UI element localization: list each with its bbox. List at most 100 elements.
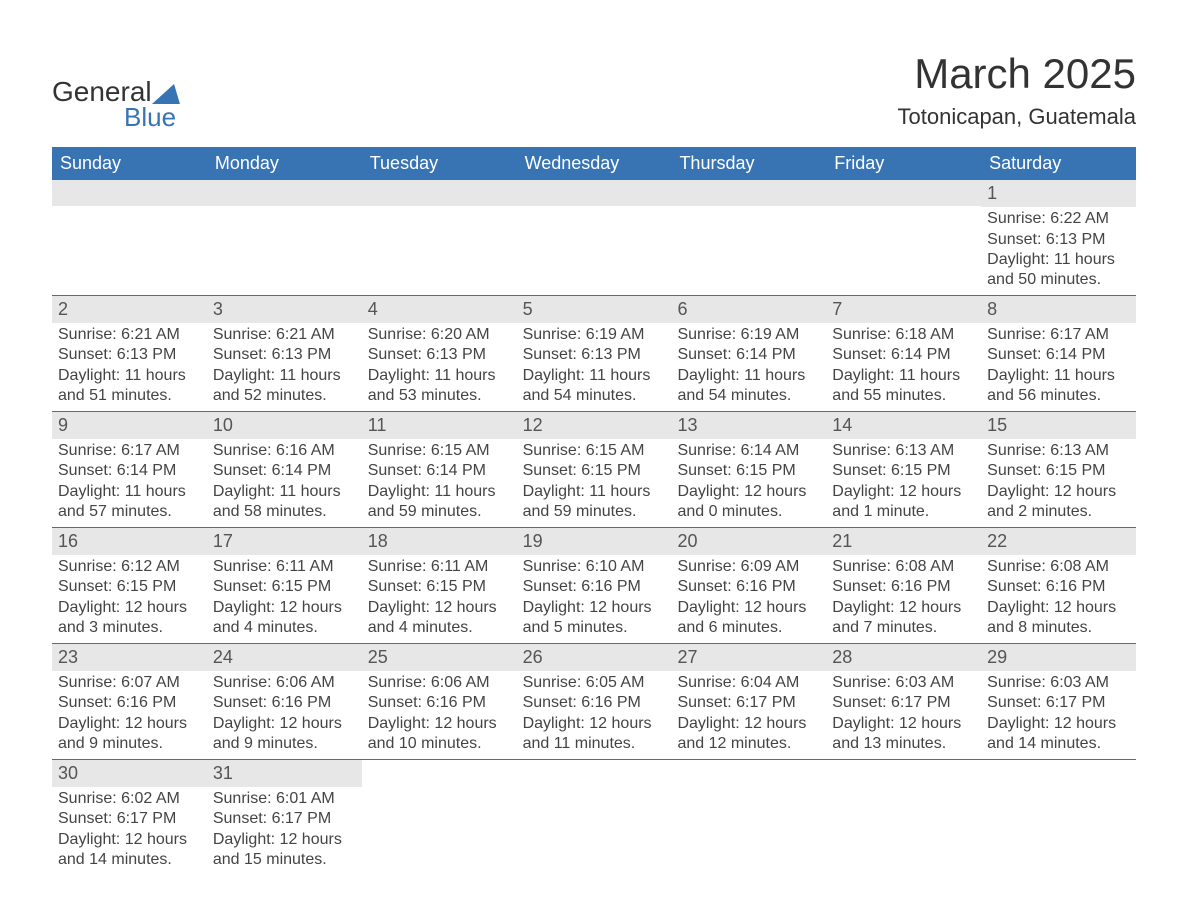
day-details: Sunrise: 6:01 AMSunset: 6:17 PMDaylight:…	[207, 787, 362, 875]
sunrise-line: Sunrise: 6:06 AM	[368, 673, 511, 693]
day-number: 19	[517, 528, 672, 555]
sunset-line: Sunset: 6:17 PM	[58, 809, 201, 829]
daylight-line: Daylight: 11 hours and 56 minutes.	[987, 366, 1130, 407]
calendar-cell	[981, 760, 1136, 875]
daylight-line: Daylight: 11 hours and 50 minutes.	[987, 250, 1130, 291]
sunrise-line: Sunrise: 6:13 AM	[987, 441, 1130, 461]
day-details: Sunrise: 6:19 AMSunset: 6:13 PMDaylight:…	[517, 323, 672, 411]
sunrise-line: Sunrise: 6:04 AM	[677, 673, 820, 693]
sunset-line: Sunset: 6:14 PM	[677, 345, 820, 365]
sunrise-line: Sunrise: 6:15 AM	[523, 441, 666, 461]
daylight-line: Daylight: 11 hours and 54 minutes.	[523, 366, 666, 407]
calendar-cell: 9Sunrise: 6:17 AMSunset: 6:14 PMDaylight…	[52, 412, 207, 527]
sunset-line: Sunset: 6:13 PM	[58, 345, 201, 365]
sunset-line: Sunset: 6:14 PM	[832, 345, 975, 365]
daylight-line: Daylight: 12 hours and 7 minutes.	[832, 598, 975, 639]
sunset-line: Sunset: 6:16 PM	[677, 577, 820, 597]
day-details: Sunrise: 6:17 AMSunset: 6:14 PMDaylight:…	[981, 323, 1136, 411]
day-number-empty	[517, 180, 672, 206]
sunset-line: Sunset: 6:15 PM	[523, 461, 666, 481]
sunrise-line: Sunrise: 6:01 AM	[213, 789, 356, 809]
daylight-line: Daylight: 11 hours and 57 minutes.	[58, 482, 201, 523]
day-details: Sunrise: 6:13 AMSunset: 6:15 PMDaylight:…	[826, 439, 981, 527]
sunset-line: Sunset: 6:14 PM	[368, 461, 511, 481]
calendar-cell: 19Sunrise: 6:10 AMSunset: 6:16 PMDayligh…	[517, 528, 672, 643]
logo: General Blue	[52, 50, 184, 133]
day-details: Sunrise: 6:11 AMSunset: 6:15 PMDaylight:…	[207, 555, 362, 643]
daylight-line: Daylight: 12 hours and 3 minutes.	[58, 598, 201, 639]
title-block: March 2025 Totonicapan, Guatemala	[898, 50, 1137, 130]
daylight-line: Daylight: 12 hours and 2 minutes.	[987, 482, 1130, 523]
calendar-cell	[517, 760, 672, 875]
day-details: Sunrise: 6:13 AMSunset: 6:15 PMDaylight:…	[981, 439, 1136, 527]
calendar-cell: 8Sunrise: 6:17 AMSunset: 6:14 PMDaylight…	[981, 296, 1136, 411]
day-details: Sunrise: 6:21 AMSunset: 6:13 PMDaylight:…	[52, 323, 207, 411]
daylight-line: Daylight: 12 hours and 15 minutes.	[213, 830, 356, 871]
sunset-line: Sunset: 6:14 PM	[58, 461, 201, 481]
daylight-line: Daylight: 11 hours and 59 minutes.	[523, 482, 666, 523]
sunrise-line: Sunrise: 6:07 AM	[58, 673, 201, 693]
calendar-cell: 6Sunrise: 6:19 AMSunset: 6:14 PMDaylight…	[671, 296, 826, 411]
daylight-line: Daylight: 12 hours and 0 minutes.	[677, 482, 820, 523]
daylight-line: Daylight: 12 hours and 14 minutes.	[58, 830, 201, 871]
calendar-cell: 29Sunrise: 6:03 AMSunset: 6:17 PMDayligh…	[981, 644, 1136, 759]
daylight-line: Daylight: 12 hours and 14 minutes.	[987, 714, 1130, 755]
sunset-line: Sunset: 6:16 PM	[213, 693, 356, 713]
calendar-cell	[517, 180, 672, 295]
calendar-row: 23Sunrise: 6:07 AMSunset: 6:16 PMDayligh…	[52, 643, 1136, 759]
day-number: 28	[826, 644, 981, 671]
day-number-empty	[362, 180, 517, 206]
sunrise-line: Sunrise: 6:11 AM	[368, 557, 511, 577]
sunrise-line: Sunrise: 6:17 AM	[58, 441, 201, 461]
day-details: Sunrise: 6:20 AMSunset: 6:13 PMDaylight:…	[362, 323, 517, 411]
calendar-cell: 23Sunrise: 6:07 AMSunset: 6:16 PMDayligh…	[52, 644, 207, 759]
daylight-line: Daylight: 12 hours and 9 minutes.	[213, 714, 356, 755]
day-number: 10	[207, 412, 362, 439]
sunset-line: Sunset: 6:15 PM	[987, 461, 1130, 481]
calendar-cell: 27Sunrise: 6:04 AMSunset: 6:17 PMDayligh…	[671, 644, 826, 759]
sunrise-line: Sunrise: 6:09 AM	[677, 557, 820, 577]
day-details: Sunrise: 6:03 AMSunset: 6:17 PMDaylight:…	[826, 671, 981, 759]
sunrise-line: Sunrise: 6:05 AM	[523, 673, 666, 693]
calendar-cell: 20Sunrise: 6:09 AMSunset: 6:16 PMDayligh…	[671, 528, 826, 643]
calendar-cell: 18Sunrise: 6:11 AMSunset: 6:15 PMDayligh…	[362, 528, 517, 643]
daylight-line: Daylight: 11 hours and 59 minutes.	[368, 482, 511, 523]
day-number-empty	[52, 180, 207, 206]
calendar-cell	[52, 180, 207, 295]
day-details: Sunrise: 6:11 AMSunset: 6:15 PMDaylight:…	[362, 555, 517, 643]
calendar-cell: 4Sunrise: 6:20 AMSunset: 6:13 PMDaylight…	[362, 296, 517, 411]
calendar-cell: 28Sunrise: 6:03 AMSunset: 6:17 PMDayligh…	[826, 644, 981, 759]
day-number-empty	[671, 180, 826, 206]
day-details: Sunrise: 6:09 AMSunset: 6:16 PMDaylight:…	[671, 555, 826, 643]
day-number: 25	[362, 644, 517, 671]
day-number: 7	[826, 296, 981, 323]
day-number-empty	[207, 180, 362, 206]
daylight-line: Daylight: 12 hours and 13 minutes.	[832, 714, 975, 755]
day-number: 13	[671, 412, 826, 439]
sunset-line: Sunset: 6:15 PM	[677, 461, 820, 481]
sunrise-line: Sunrise: 6:03 AM	[832, 673, 975, 693]
calendar-cell: 14Sunrise: 6:13 AMSunset: 6:15 PMDayligh…	[826, 412, 981, 527]
daylight-line: Daylight: 11 hours and 58 minutes.	[213, 482, 356, 523]
daylight-line: Daylight: 12 hours and 5 minutes.	[523, 598, 666, 639]
day-number: 11	[362, 412, 517, 439]
day-number: 9	[52, 412, 207, 439]
day-details: Sunrise: 6:14 AMSunset: 6:15 PMDaylight:…	[671, 439, 826, 527]
day-details: Sunrise: 6:15 AMSunset: 6:15 PMDaylight:…	[517, 439, 672, 527]
day-details: Sunrise: 6:18 AMSunset: 6:14 PMDaylight:…	[826, 323, 981, 411]
sunset-line: Sunset: 6:15 PM	[58, 577, 201, 597]
daylight-line: Daylight: 12 hours and 8 minutes.	[987, 598, 1130, 639]
day-number: 6	[671, 296, 826, 323]
sunrise-line: Sunrise: 6:08 AM	[832, 557, 975, 577]
day-number: 21	[826, 528, 981, 555]
sunset-line: Sunset: 6:15 PM	[832, 461, 975, 481]
sunset-line: Sunset: 6:17 PM	[987, 693, 1130, 713]
logo-line2: Blue	[52, 102, 176, 133]
calendar-cell: 26Sunrise: 6:05 AMSunset: 6:16 PMDayligh…	[517, 644, 672, 759]
day-details: Sunrise: 6:21 AMSunset: 6:13 PMDaylight:…	[207, 323, 362, 411]
sunset-line: Sunset: 6:17 PM	[677, 693, 820, 713]
daylight-line: Daylight: 12 hours and 11 minutes.	[523, 714, 666, 755]
day-number: 15	[981, 412, 1136, 439]
day-number-empty	[826, 180, 981, 206]
calendar-cell: 24Sunrise: 6:06 AMSunset: 6:16 PMDayligh…	[207, 644, 362, 759]
